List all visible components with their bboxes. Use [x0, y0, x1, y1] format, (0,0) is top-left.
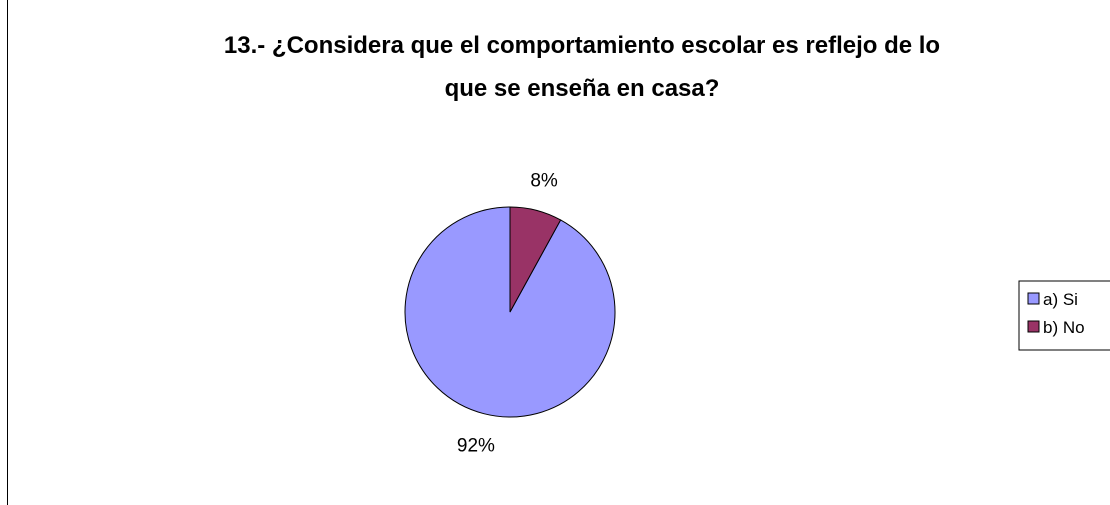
legend-swatch-1	[1027, 292, 1040, 305]
data-label-2: 8%	[530, 170, 558, 191]
legend-label-2: b) No	[1043, 318, 1085, 337]
data-label-1: 92%	[457, 436, 495, 457]
legend-label-1: a) Si	[1043, 290, 1078, 309]
pie-slice-2	[509, 206, 562, 313]
pie	[404, 206, 616, 418]
chart-title-line-2: que se enseña en casa?	[445, 75, 720, 102]
legend-swatch-2	[1027, 320, 1040, 333]
legend: a) Si b) No	[1018, 280, 1110, 351]
data-labels: 92% 8%	[457, 170, 558, 456]
chart-title-line-1: 13.- ¿Considera que el comportamiento es…	[224, 32, 940, 59]
